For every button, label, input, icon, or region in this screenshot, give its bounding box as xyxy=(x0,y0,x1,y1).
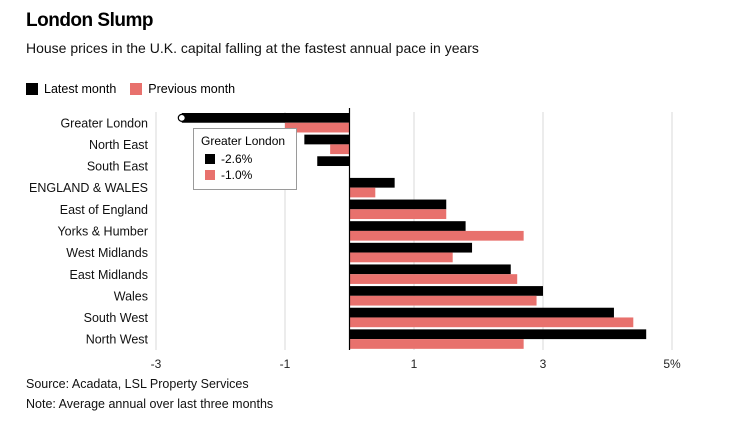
tooltip: Greater London -2.6% -1.0% xyxy=(193,128,297,190)
bar-latest xyxy=(349,242,473,253)
tooltip-swatch-latest xyxy=(205,154,215,164)
x-tick-label: 3 xyxy=(540,357,547,371)
category-label: South East xyxy=(87,160,149,174)
bar-latest xyxy=(349,199,447,210)
category-label: North West xyxy=(86,333,149,347)
tooltip-swatch-previous xyxy=(205,170,215,180)
x-tick-label: 5% xyxy=(663,357,681,371)
bar-latest xyxy=(317,156,350,167)
legend-label-latest: Latest month xyxy=(44,82,117,96)
tooltip-row-previous: -1.0% xyxy=(205,168,289,182)
bar-latest xyxy=(349,286,543,296)
bar-previous xyxy=(349,252,453,263)
source-note: Source: Acadata, LSL Property Services xyxy=(26,377,249,391)
tooltip-value-previous: -1.0% xyxy=(221,168,253,182)
tooltip-title: Greater London xyxy=(201,134,286,148)
x-tick-label: 1 xyxy=(411,357,418,371)
chart-title: London Slump xyxy=(26,10,153,31)
bar-previous xyxy=(349,295,537,306)
x-tick-label: -1 xyxy=(280,357,291,371)
hover-marker xyxy=(177,113,186,122)
legend: Latest month Previous month xyxy=(26,82,249,96)
bar-latest xyxy=(349,307,614,318)
category-label: Yorks & Humber xyxy=(57,225,148,239)
footnote: Note: Average annual over last three mon… xyxy=(26,397,274,411)
legend-swatch-previous xyxy=(130,83,143,95)
bar-latest xyxy=(349,177,395,188)
bar-latest xyxy=(304,134,350,145)
bar-previous xyxy=(349,209,447,220)
tooltip-value-latest: -2.6% xyxy=(221,152,253,166)
chart-subtitle: House prices in the U.K. capital falling… xyxy=(26,40,479,56)
legend-label-previous: Previous month xyxy=(148,82,236,96)
category-label: Wales xyxy=(114,289,148,303)
category-label: East Midlands xyxy=(69,268,148,282)
bar-latest xyxy=(349,329,647,340)
category-label: North East xyxy=(89,138,149,152)
category-label: Greater London xyxy=(60,116,148,130)
legend-item-latest[interactable]: Latest month xyxy=(26,82,116,96)
category-label: West Midlands xyxy=(66,246,148,260)
legend-item-previous[interactable]: Previous month xyxy=(130,82,235,96)
bar-previous xyxy=(285,122,350,133)
bar-previous xyxy=(330,144,350,155)
bar-previous xyxy=(349,230,524,241)
bar-previous xyxy=(349,187,376,198)
bar-previous xyxy=(349,339,524,349)
bar-previous xyxy=(349,317,634,328)
tooltip-row-latest: -2.6% xyxy=(205,152,289,166)
category-label: East of England xyxy=(60,203,148,217)
x-tick-label: -3 xyxy=(151,357,162,371)
category-label: ENGLAND & WALES xyxy=(29,181,148,195)
bar-latest xyxy=(349,221,466,231)
category-label: South West xyxy=(84,311,149,325)
bar-latest xyxy=(349,264,511,275)
bar-previous xyxy=(349,274,518,284)
legend-swatch-latest xyxy=(26,83,38,95)
